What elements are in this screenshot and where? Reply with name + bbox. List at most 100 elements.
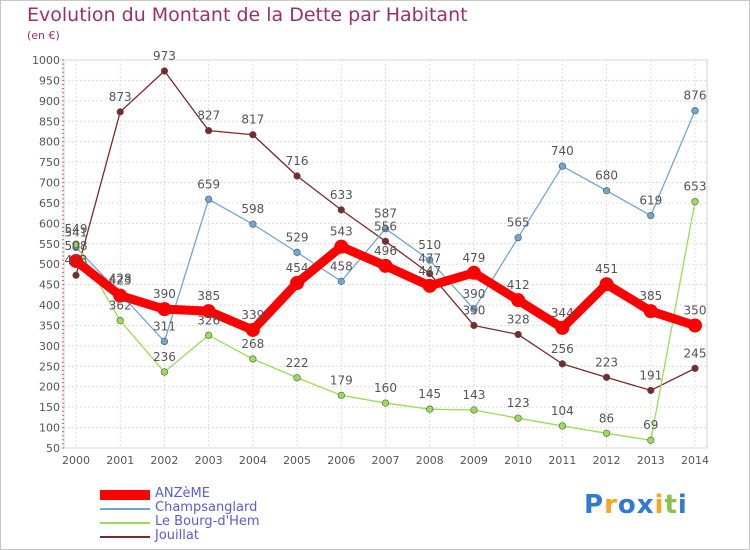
data-label-1: 390	[462, 287, 485, 301]
data-label-1: 428	[109, 272, 132, 286]
x-tick-label: 2008	[416, 454, 444, 467]
y-tick-label: 650	[39, 197, 60, 210]
x-tick-label: 2013	[637, 454, 665, 467]
data-point-2	[558, 422, 566, 430]
data-label-1: 598	[241, 202, 264, 216]
data-label-1: 458	[330, 259, 353, 273]
y-tick-label: 50	[46, 442, 60, 455]
data-label-1: 541	[65, 225, 88, 239]
x-tick-label: 2014	[681, 454, 709, 467]
y-tick-label: 450	[39, 279, 60, 292]
data-point-3	[205, 127, 213, 135]
data-point-1	[160, 337, 169, 346]
legend-swatch-anzeme	[100, 490, 150, 500]
data-label-3: 827	[197, 109, 220, 123]
data-point-2	[647, 436, 655, 444]
data-point-0	[157, 302, 172, 317]
legend-label-champsanglard: Champsanglard	[155, 500, 258, 515]
data-point-1	[381, 225, 390, 233]
y-tick-label: 250	[39, 360, 60, 373]
data-label-2: 143	[462, 388, 485, 402]
y-tick-label: 850	[39, 115, 60, 128]
logo-letter: r	[604, 490, 618, 520]
data-label-0: 412	[507, 278, 530, 292]
data-label-3: 223	[595, 355, 618, 369]
data-label-2: 326	[197, 313, 220, 327]
data-label-2: 222	[286, 356, 309, 370]
data-label-3: 191	[639, 368, 662, 382]
data-point-0	[334, 239, 349, 254]
x-tick-label: 2000	[62, 454, 90, 467]
y-tick-label: 150	[39, 401, 60, 414]
data-point-1	[426, 256, 434, 264]
x-tick-label: 2001	[106, 454, 134, 467]
x-tick-label: 2006	[327, 454, 355, 467]
data-point-3	[514, 330, 522, 339]
data-label-1: 510	[418, 238, 441, 252]
data-point-2	[293, 374, 301, 382]
data-point-0	[69, 253, 83, 268]
data-point-3	[558, 360, 566, 368]
data-label-3: 473	[65, 253, 88, 267]
y-tick-label: 400	[39, 299, 60, 312]
logo-letter: x	[636, 490, 655, 520]
y-tick-label: 900	[39, 95, 60, 108]
data-point-1	[558, 162, 566, 170]
data-point-3	[249, 131, 257, 139]
data-point-0	[245, 322, 260, 337]
data-label-2: 362	[109, 299, 132, 313]
y-tick-label: 550	[39, 238, 60, 251]
y-tick-label: 800	[39, 136, 60, 149]
x-tick-label: 2011	[548, 454, 576, 467]
data-point-2	[381, 399, 390, 407]
data-point-2	[72, 240, 80, 248]
data-point-3	[470, 321, 478, 330]
data-point-2	[337, 391, 345, 399]
data-point-1	[337, 277, 345, 285]
data-label-3: 556	[374, 219, 397, 233]
data-label-1: 876	[684, 89, 707, 103]
data-label-2: 145	[418, 387, 441, 401]
data-label-0: 508	[65, 239, 88, 253]
data-label-0: 344	[551, 306, 574, 320]
x-tick-label: 2010	[504, 454, 532, 467]
y-tick-label: 700	[39, 177, 60, 190]
data-point-3	[72, 271, 80, 279]
data-label-3: 328	[507, 312, 530, 326]
legend-swatch-champsanglard	[100, 508, 150, 510]
data-label-2: 86	[599, 411, 614, 425]
data-point-2	[602, 429, 611, 437]
data-point-0	[113, 288, 128, 303]
chart-subtitle: (en €)	[27, 29, 60, 42]
data-point-1	[647, 212, 655, 220]
data-point-1	[205, 195, 213, 203]
data-point-2	[514, 414, 522, 422]
data-label-0: 454	[286, 261, 309, 275]
data-point-2	[470, 406, 478, 414]
data-point-0	[422, 278, 437, 293]
x-tick-label: 2004	[239, 454, 267, 467]
y-tick-label: 350	[39, 319, 60, 332]
data-label-1: 565	[507, 216, 530, 230]
data-point-1	[470, 305, 478, 313]
data-label-1: 619	[639, 194, 662, 208]
y-tick-label: 200	[39, 381, 60, 394]
y-tick-label: 750	[39, 156, 60, 169]
x-tick-label: 2007	[372, 454, 400, 467]
data-point-2	[426, 405, 434, 413]
data-label-3: 873	[109, 90, 132, 104]
legend-label-jouillat: Jouillat	[155, 528, 199, 543]
data-label-0: 496	[374, 244, 397, 258]
data-point-1	[691, 107, 699, 115]
data-label-0: 447	[418, 264, 441, 278]
data-label-3: 245	[684, 346, 707, 360]
data-label-0: 451	[595, 262, 618, 276]
data-label-1: 680	[595, 169, 618, 183]
data-point-0	[555, 320, 570, 335]
y-tick-label: 300	[39, 340, 60, 353]
data-label-2: 179	[330, 373, 353, 387]
data-label-3: 716	[286, 154, 309, 168]
data-label-0: 385	[639, 289, 662, 303]
logo-letter: P	[584, 490, 605, 520]
data-point-2	[249, 355, 257, 363]
